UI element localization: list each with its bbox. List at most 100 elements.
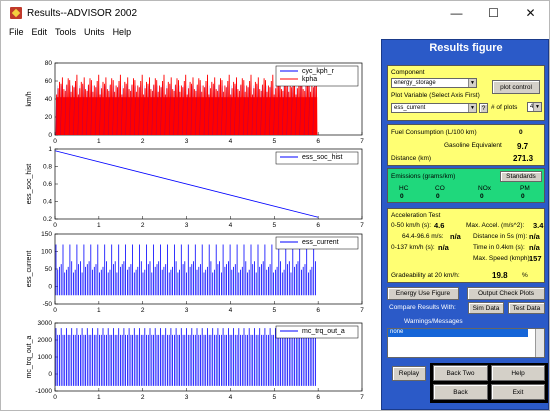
accel-64-96-value: n/a xyxy=(450,232,461,241)
help-button[interactable]: Help xyxy=(491,365,545,381)
fuel-value: 0 xyxy=(519,129,523,136)
x-tick-label-2-7: 7 xyxy=(360,307,364,314)
legend-box-2 xyxy=(275,236,359,250)
emissions-label: Emissions (grams/km) xyxy=(391,173,456,180)
window-title: Results--ADVISOR 2002 xyxy=(27,7,138,19)
x-tick-label-0-3: 3 xyxy=(185,138,189,145)
y-axis-label-1: ess_soc_hist xyxy=(26,164,33,205)
component-select[interactable]: energy_storage ▼ xyxy=(391,78,477,88)
y-tick-label-0-1: 60 xyxy=(45,78,53,85)
em-value-pm: 0 xyxy=(521,193,525,200)
test-data-button[interactable]: Test Data xyxy=(508,302,545,314)
warnings-item[interactable]: none xyxy=(388,329,528,337)
y-tick-label-3-2: 1000 xyxy=(38,354,53,361)
compare-label: Compare Results With: xyxy=(389,304,456,311)
output-check-plots-button[interactable]: Output Check Plots xyxy=(467,287,545,300)
nav-buttons: Back Two Help Back Exit xyxy=(430,363,548,403)
y-tick-label-1-1: 0.8 xyxy=(43,164,52,171)
x-tick-label-3-4: 4 xyxy=(229,394,233,401)
x-tick-label-2-4: 4 xyxy=(229,307,233,314)
legend-box-1 xyxy=(275,151,359,165)
warnings-scrollbar[interactable] xyxy=(535,329,544,357)
y-tick-label-3-3: 0 xyxy=(48,371,52,378)
fuel-label: Fuel Consumption (L/100 km) xyxy=(391,129,477,136)
x-tick-label-0-7: 7 xyxy=(360,138,364,145)
gasoline-value: 9.7 xyxy=(517,142,529,151)
x-tick-label-3-3: 3 xyxy=(185,394,189,401)
x-tick-label-1-7: 7 xyxy=(360,222,364,229)
standards-button[interactable]: Standards xyxy=(500,171,542,182)
replay-button[interactable]: Replay xyxy=(392,366,426,381)
panel-title: Results figure xyxy=(429,42,503,54)
x-tick-label-3-0: 0 xyxy=(53,394,57,401)
y-tick-label-2-0: 150 xyxy=(41,231,52,238)
gradeability-value: 19.8 xyxy=(492,271,508,280)
series-kpha-fill xyxy=(56,97,318,135)
y-tick-label-1-3: 0.4 xyxy=(43,199,52,206)
plot-control-button[interactable]: plot control xyxy=(492,80,540,94)
accel-0-137-value: n/a xyxy=(438,243,449,252)
menu-help[interactable]: Help xyxy=(112,27,132,37)
x-tick-label-0-5: 5 xyxy=(272,138,276,145)
menu-bar: File Edit Tools Units Help xyxy=(1,25,549,39)
y-tick-label-0-2: 40 xyxy=(45,96,53,103)
legend-label-3-0: mc_trq_out_a xyxy=(302,328,345,335)
x-tick-label-2-5: 5 xyxy=(272,307,276,314)
sim-data-button[interactable]: Sim Data xyxy=(468,302,504,314)
accel-0-137-label: 0-137 km/h (s): xyxy=(391,244,435,251)
legend-label-1-0: ess_soc_hist xyxy=(302,154,343,161)
x-tick-label-0-0: 0 xyxy=(53,138,57,145)
series-ess-soc-hist xyxy=(54,150,319,218)
x-tick-label-1-6: 6 xyxy=(316,222,320,229)
y-axis-label-0: km/h xyxy=(26,91,33,106)
chevron-down-icon: ▼ xyxy=(468,104,476,112)
series-cyc-kph-r xyxy=(55,85,315,136)
title-bar: Results--ADVISOR 2002 — ☐ ✕ xyxy=(1,1,549,25)
menu-edit[interactable]: Edit xyxy=(31,27,48,37)
back-button[interactable]: Back xyxy=(433,384,488,400)
legend-label-0-1: kpha xyxy=(302,76,317,83)
plot-variable-select[interactable]: ess_current ▼ xyxy=(391,103,477,113)
component-box: Component energy_storage ▼ plot control P… xyxy=(387,65,545,121)
y-axis-label-2: ess_current xyxy=(26,251,33,288)
legend-box-3 xyxy=(275,325,359,339)
x-tick-label-1-4: 4 xyxy=(229,222,233,229)
x-tick-label-0-2: 2 xyxy=(141,138,145,145)
maximize-button[interactable]: ☐ xyxy=(488,6,499,20)
num-plots-value: 4 xyxy=(530,104,534,110)
y-tick-label-1-4: 0.2 xyxy=(43,216,52,223)
y-tick-label-2-4: -50 xyxy=(43,301,53,308)
close-button[interactable]: ✕ xyxy=(525,6,536,20)
exit-button[interactable]: Exit xyxy=(491,384,545,400)
menu-tools[interactable]: Tools xyxy=(55,27,77,37)
chevron-down-icon: ▼ xyxy=(533,103,541,111)
num-plots-label: # of plots xyxy=(491,104,518,111)
em-header-co: CO xyxy=(435,185,445,192)
menu-units[interactable]: Units xyxy=(84,27,105,37)
max-speed-label: Max. Speed (kmph): xyxy=(473,255,532,262)
warnings-list[interactable]: none xyxy=(387,328,545,358)
distance-5s-value: n/a xyxy=(529,232,540,241)
energy-use-figure-button[interactable]: Energy Use Figure xyxy=(387,287,459,300)
help-question-button[interactable]: ? xyxy=(479,103,488,113)
minimize-button[interactable]: — xyxy=(450,6,463,20)
num-plots-select[interactable]: 4 ▼ xyxy=(527,102,542,112)
distance-value: 271.3 xyxy=(513,154,534,163)
time-04km-label: Time in 0.4km (s): xyxy=(473,244,525,251)
back-two-button[interactable]: Back Two xyxy=(433,365,488,381)
accel-0-50-label: 0-50 km/h (s): xyxy=(391,222,432,229)
series-mc-trq-out-a xyxy=(55,328,316,386)
x-tick-label-3-5: 5 xyxy=(272,394,276,401)
x-tick-label-1-2: 2 xyxy=(141,222,145,229)
gradeability-unit: % xyxy=(522,272,528,279)
results-panel: Results figure Component energy_storage ▼… xyxy=(381,39,549,410)
menu-file[interactable]: File xyxy=(9,27,24,37)
plot-variable-label: Plot Variable (Select Axis First) xyxy=(391,92,480,99)
y-tick-label-0-0: 80 xyxy=(45,60,53,67)
accel-title: Acceleration Test xyxy=(391,212,441,219)
x-tick-label-1-1: 1 xyxy=(97,222,101,229)
y-tick-label-0-3: 20 xyxy=(45,114,53,121)
x-tick-label-3-1: 1 xyxy=(97,394,101,401)
